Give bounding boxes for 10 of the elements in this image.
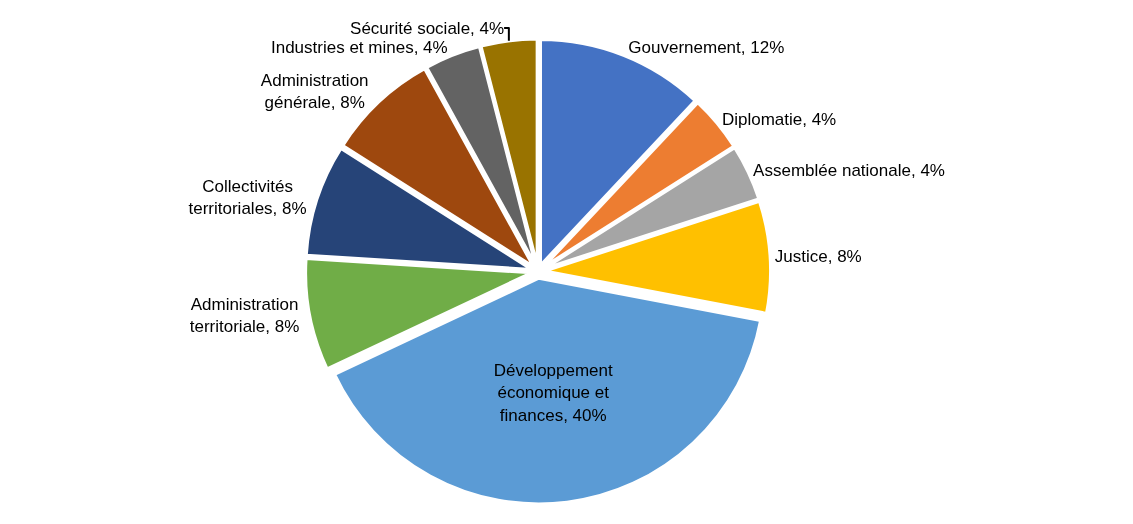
slice-label: Gouvernement, 12%	[628, 37, 785, 57]
slice-label: Collectivités territoriales, 8%	[188, 177, 307, 219]
slice-label: Assemblée nationale, 4%	[753, 161, 945, 181]
slice-label: Administration territoriale, 8%	[189, 295, 300, 337]
slice-label: Administration générale, 8%	[260, 70, 369, 112]
slice-label: Développement économique et finances, 40%	[493, 361, 614, 425]
slice-label: Sécurité sociale, 4%	[350, 18, 505, 38]
slice-label: Justice, 8%	[774, 247, 862, 267]
slice-label: Industries et mines, 4%	[270, 37, 448, 57]
slice-label: Diplomatie, 4%	[721, 109, 837, 129]
